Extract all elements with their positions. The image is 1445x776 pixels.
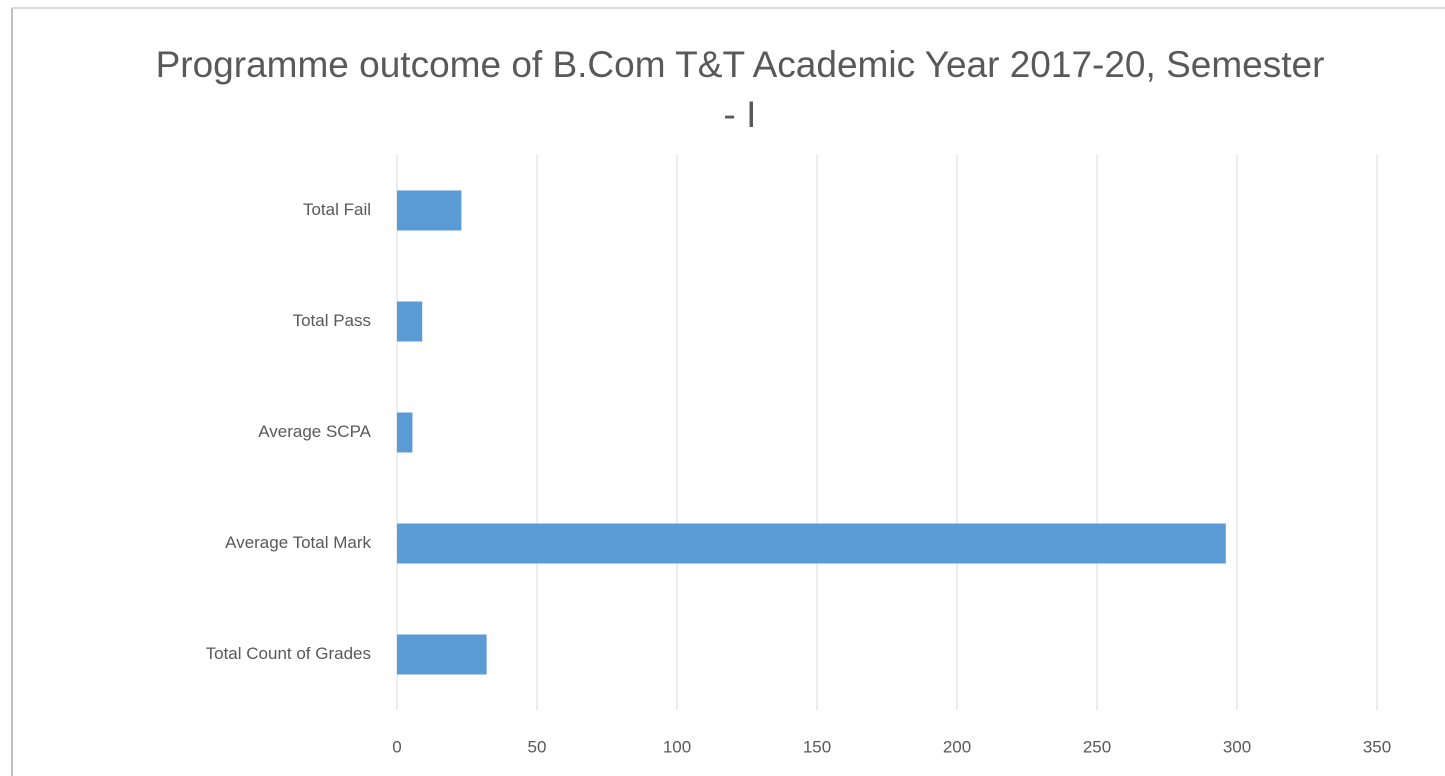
bar [397,523,1226,564]
x-tick-label: 250 [1083,737,1111,756]
x-tick-label: 300 [1223,737,1251,756]
bar [397,190,462,231]
bar [397,412,413,453]
x-tick-label: 350 [1363,737,1391,756]
x-tick-label: 100 [663,737,691,756]
x-tick-label: 200 [943,737,971,756]
bar [397,634,487,675]
y-tick-label: Average Total Mark [225,533,371,552]
x-tick-label: 150 [803,737,831,756]
y-tick-label: Average SCPA [258,422,371,441]
chart-title: Programme outcome of B.Com T&T Academic … [155,44,1325,135]
x-tick-label: 0 [392,737,401,756]
y-tick-label: Total Fail [303,200,371,219]
x-tick-label: 50 [528,737,547,756]
bar [397,301,423,342]
y-tick-label: Total Pass [293,311,371,330]
y-tick-label: Total Count of Grades [206,644,371,663]
